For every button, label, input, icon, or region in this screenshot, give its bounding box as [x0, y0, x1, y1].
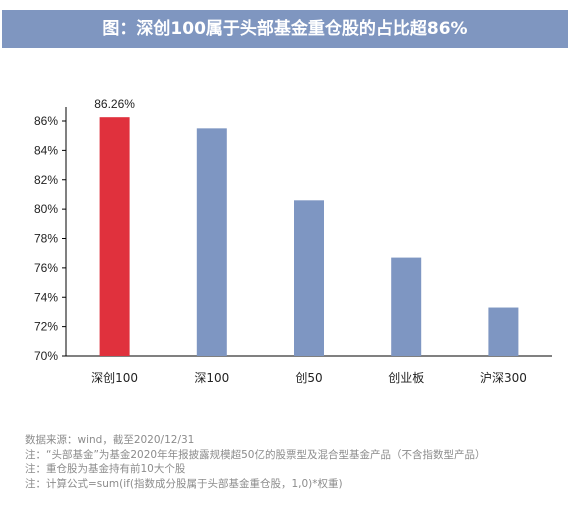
note-1: 注：“头部基金”为基金2020年年报披露规模超50亿的股票型及混合型基金产品（不… — [25, 448, 486, 461]
bar — [488, 307, 519, 356]
notes: 数据来源：wind，截至2020/12/31 注：“头部基金”为基金2020年年… — [25, 433, 565, 491]
note-source: 数据来源：wind，截至2020/12/31 — [25, 434, 195, 446]
y-tick-label: 84% — [34, 143, 58, 157]
y-tick-label: 78% — [34, 232, 58, 246]
x-category-label: 深创100 — [91, 371, 138, 385]
chart-title: 图：深创100属于头部基金重仓股的占比超86% — [102, 19, 468, 39]
y-tick-label: 76% — [34, 261, 58, 275]
y-tick-label: 80% — [34, 202, 58, 216]
x-category-label: 沪深300 — [480, 371, 527, 385]
bar — [99, 117, 130, 357]
y-tick-label: 72% — [34, 320, 58, 334]
y-tick-label: 82% — [34, 173, 58, 187]
y-tick-label: 74% — [34, 290, 58, 304]
y-tick-label: 70% — [34, 349, 58, 363]
note-3: 注：计算公式=sum(if(指数成分股属于头部基金重仓股，1,0)*权重) — [25, 477, 343, 490]
y-tick-label: 86% — [34, 114, 58, 128]
x-category-label: 创业板 — [388, 371, 424, 385]
x-category-label: 深100 — [194, 371, 229, 385]
note-2: 注：重仓股为基金持有前10大个股 — [25, 463, 186, 475]
bar — [391, 257, 422, 356]
bar — [294, 200, 324, 356]
data-label: 86.26% — [94, 97, 135, 111]
bar-chart: 70% 72% 74% 76% 78% 80% 82% 84% 86% 深创100 深100 创50 创… — [34, 97, 552, 385]
bar — [196, 128, 227, 356]
title-bar: 图：深创100属于头部基金重仓股的占比超86% — [2, 10, 568, 48]
x-category-label: 创50 — [295, 371, 322, 385]
